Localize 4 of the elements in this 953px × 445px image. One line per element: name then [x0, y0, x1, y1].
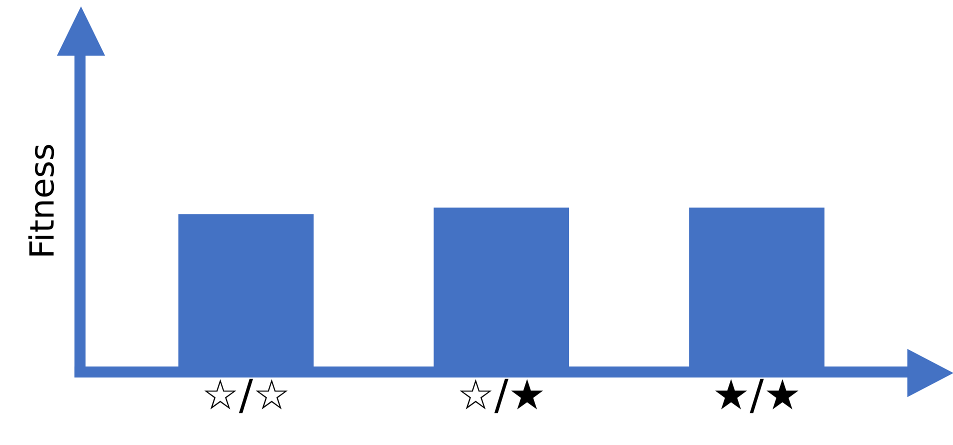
- x-tick-label: ☆/★: [460, 378, 544, 414]
- x-tick-label: ★/★: [715, 378, 798, 414]
- x-tick-label: ☆/☆: [204, 378, 288, 414]
- y-axis-title: Fitness: [28, 144, 54, 256]
